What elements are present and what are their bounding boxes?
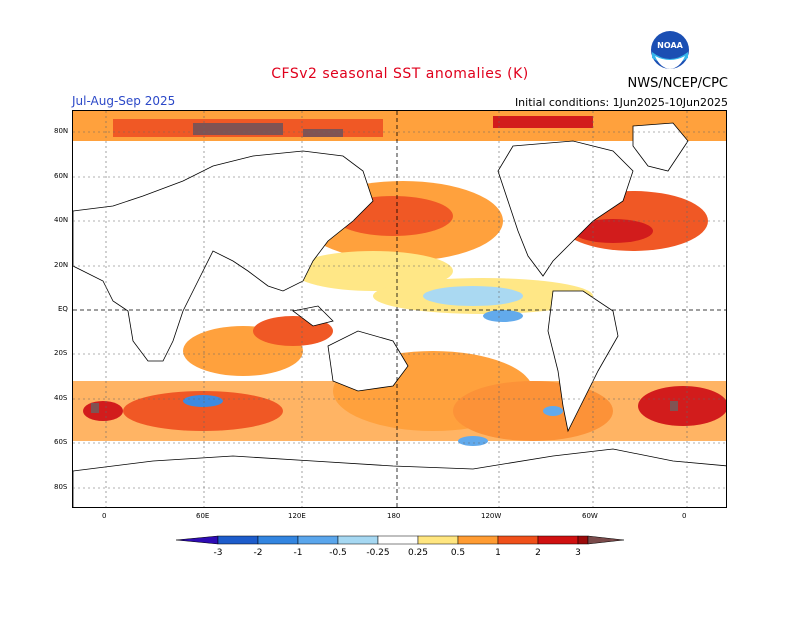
legend-tick: -3 [214,548,223,558]
lat-label: 40S [54,394,68,402]
legend-tick: 0.5 [451,548,465,558]
legend-tick: 0.25 [408,548,428,558]
lat-label: 60S [54,438,68,446]
legend-tick: -0.5 [329,548,347,558]
legend-tick: -0.25 [366,548,389,558]
legend-tick: 2 [535,548,541,558]
lat-label: 80S [54,483,68,491]
lon-label: 120E [288,512,306,520]
lat-label: 80N [54,127,69,135]
legend-tick: -2 [254,548,263,558]
lat-label: 20N [54,261,69,269]
agency-label: NWS/NCEP/CPC [627,76,728,91]
noaa-logo: NOAA [650,30,690,70]
continents [73,122,726,507]
lat-label: EQ [58,305,68,313]
season-label: Jul-Aug-Sep 2025 [72,94,176,108]
lat-label: 60N [54,172,69,180]
legend-tick: 1 [495,548,501,558]
legend-tick: 3 [575,548,581,558]
legend-tick: -1 [294,548,303,558]
color-legend: -3 -2 -1 -0.5 -0.25 0.25 0.5 1 2 3 [0,530,800,570]
chart-title: CFSv2 seasonal SST anomalies (K) [271,66,529,82]
lon-label: 0 [682,512,687,520]
reference-lines [73,111,726,507]
lon-label: 0 [102,512,107,520]
lon-label: 60E [196,512,210,520]
lon-label: 120W [481,512,502,520]
graticule [73,111,726,507]
sst-anomaly-map [72,110,727,508]
lon-label: 180 [387,512,401,520]
lon-label: 60W [582,512,598,520]
lat-label: 40N [54,216,69,224]
logo-text: NOAA [657,41,683,50]
lat-label: 20S [54,349,68,357]
initial-conditions-label: Initial conditions: 1Jun2025-10Jun2025 [514,96,728,109]
